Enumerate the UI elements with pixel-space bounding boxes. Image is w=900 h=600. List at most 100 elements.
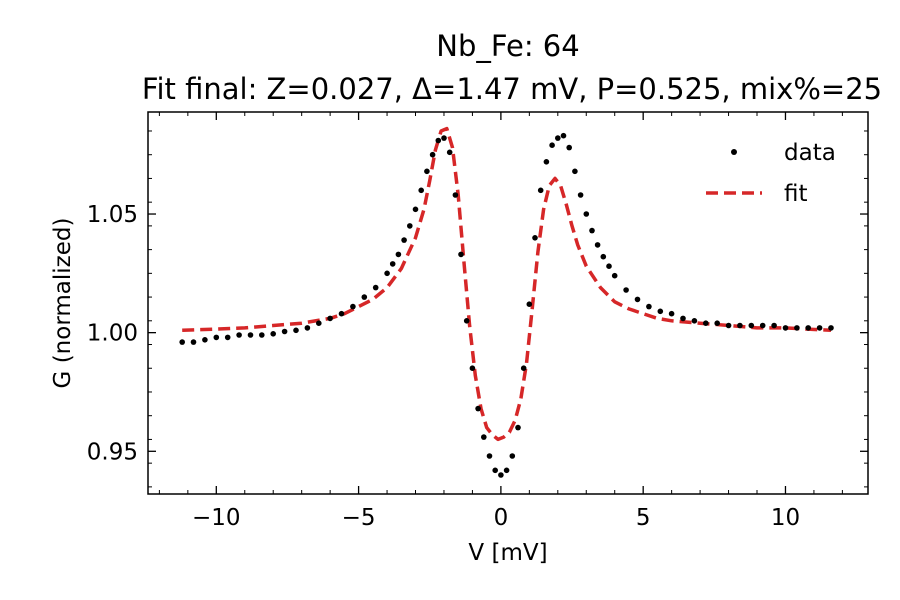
data-point [537,187,544,194]
data-point [526,301,533,308]
data-point [532,235,538,241]
data-point [634,296,641,303]
data-point [469,365,476,372]
x-tick-label: 10 [771,505,800,531]
data-point [555,135,561,141]
data-point [623,287,629,293]
data-point [481,434,487,440]
chart-subtitle: Fit final: Z=0.027, Δ=1.47 mV, P=0.525, … [142,72,882,106]
data-point [583,211,590,217]
data-point [657,308,664,315]
axis-ticks [148,112,868,494]
plot-area [147,111,869,495]
data-point [389,261,396,267]
data-point [543,159,550,165]
y-tick-label: 1.00 [87,321,138,347]
data-point [691,318,698,324]
fit-series [182,126,832,442]
x-tick-label: 0 [494,505,509,531]
data-point [418,187,425,194]
legend-fit-label: fit [784,181,808,207]
data-point [316,320,322,327]
data-point [446,149,453,156]
data-point [714,320,720,327]
data-point [281,328,288,335]
data-point [463,318,470,324]
y-axis-label: G (normalized) [50,218,76,389]
plot-frame [147,111,869,495]
data-point [566,144,572,151]
data-point [520,365,527,372]
data-point [429,151,436,158]
data-point [259,332,265,338]
data-point [384,270,390,277]
data-point [611,272,618,279]
data-series [179,132,834,478]
data-point [794,325,800,331]
data-point [515,424,521,431]
data-point [498,472,504,478]
data-point [361,294,368,300]
data-point [327,315,333,322]
data-point [737,322,743,329]
data-point [577,192,584,198]
data-point [492,467,499,474]
data-point [202,337,208,343]
data-point [782,325,789,331]
y-tick-label: 0.95 [87,439,138,465]
data-point [759,322,766,329]
data-point [458,251,464,258]
data-point [646,303,652,310]
x-axis-label: V [mV] [468,540,547,566]
data-point [213,334,220,341]
y-tick-label: 1.05 [87,202,138,228]
legend: data fit [706,140,836,207]
data-point [401,237,407,243]
data-point [293,327,299,334]
data-point [475,405,481,412]
data-point [509,453,516,459]
data-point [572,168,578,175]
data-point [224,334,231,341]
data-point [805,325,811,331]
data-point [350,303,356,310]
data-point [395,251,402,258]
tick-labels: −10 −5 0 5 10 0.95 1.00 1.05 [87,202,800,531]
chart-title: Nb_Fe: 64 [436,29,579,63]
data-point [236,332,242,338]
data-point [190,339,197,345]
data-point [668,310,675,317]
data-point [247,332,254,338]
data-point [372,284,379,291]
fit-line [182,126,832,442]
data-point [179,339,185,345]
data-point [680,315,686,322]
data-point [486,453,493,459]
data-point [435,137,442,144]
data-point [407,223,413,229]
data-point [594,242,601,248]
data-point [304,325,311,331]
data-point [703,320,709,327]
x-tick-label: −5 [342,505,376,531]
x-tick-label: −10 [192,505,241,531]
data-point [748,322,755,329]
x-tick-label: 5 [636,505,651,531]
data-point [560,132,567,139]
data-point [600,253,607,260]
data-point [424,168,430,175]
data-point [771,322,777,329]
data-point [503,467,510,474]
data-point [606,263,612,270]
data-point [816,325,823,331]
data-point [589,227,595,234]
legend-data-label: data [784,140,836,166]
data-point [828,325,834,331]
data-point [412,206,419,213]
data-point [338,310,345,317]
data-point [549,142,555,148]
legend-data-marker [731,149,737,155]
data-point [452,192,459,198]
data-point [725,322,732,329]
